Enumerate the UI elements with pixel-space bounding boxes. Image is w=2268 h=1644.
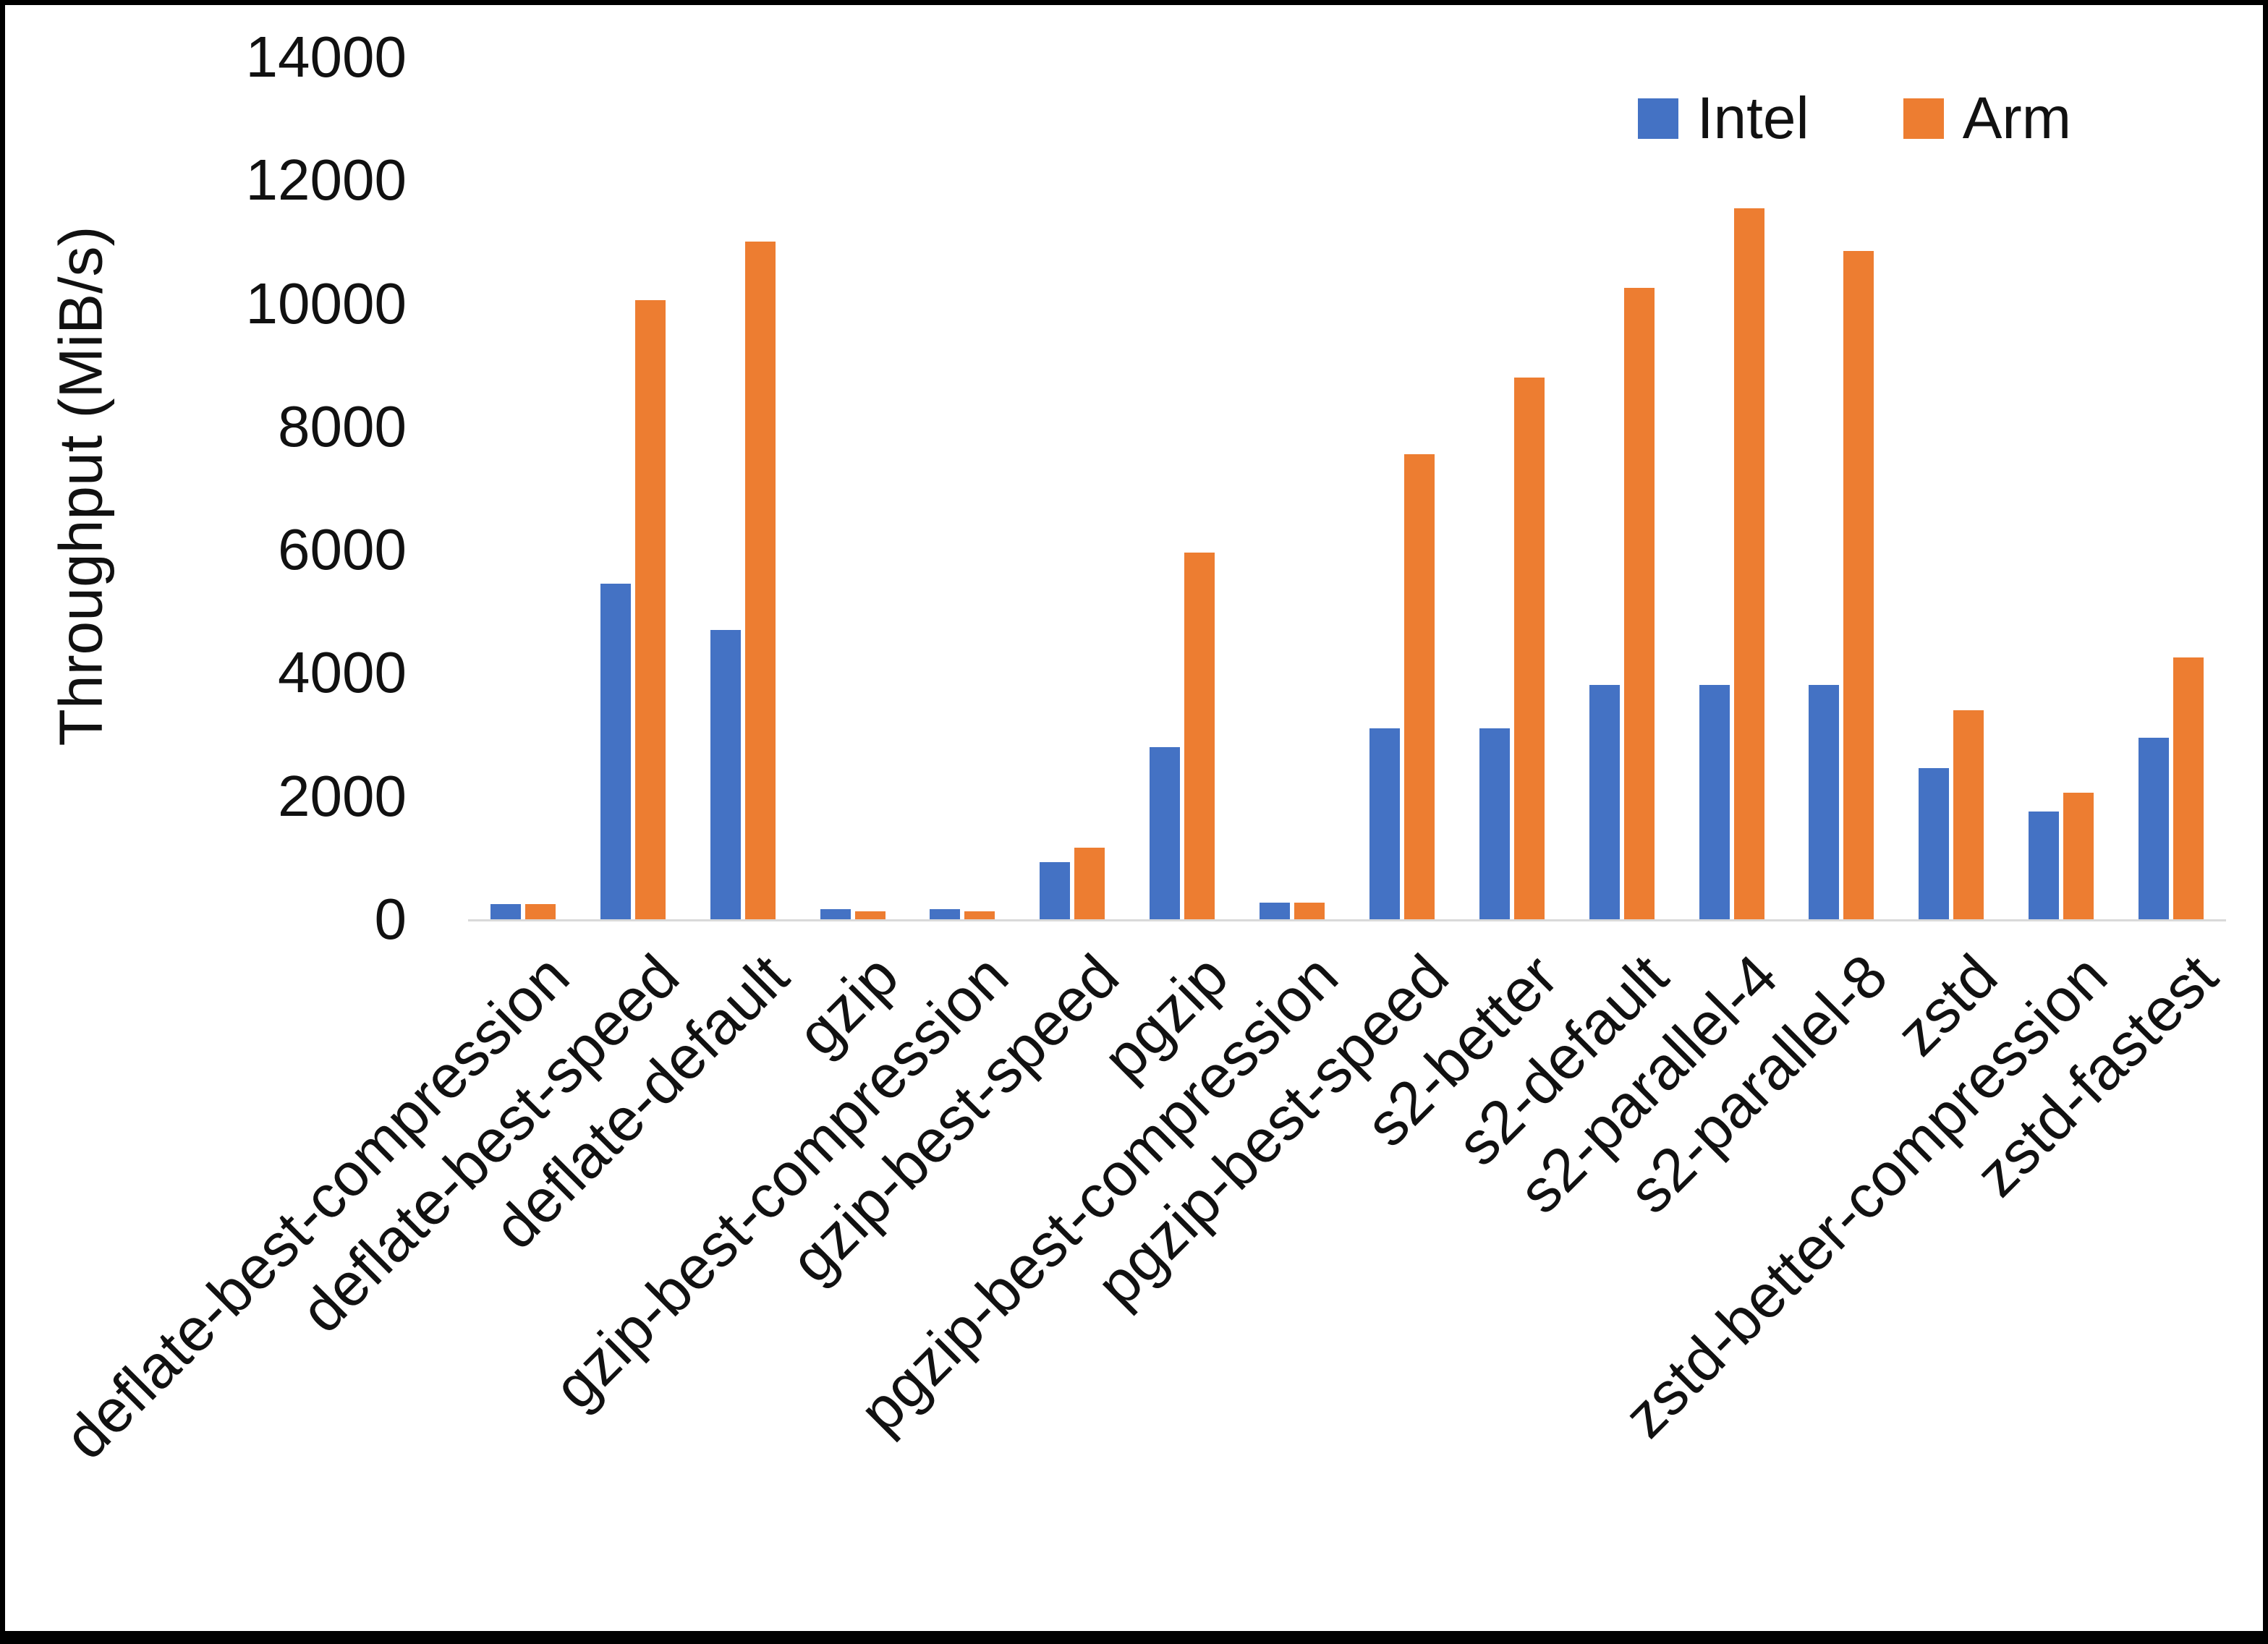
- bar-arm-gzip: [854, 911, 885, 919]
- bar-intel-deflate-default: [710, 629, 741, 919]
- bar-group: [1237, 57, 1347, 919]
- bar-group: [688, 57, 798, 919]
- bar-group: [1567, 57, 1677, 919]
- bar-group: [2006, 57, 2116, 919]
- bar-intel-s2-parallel-4: [1699, 685, 1730, 919]
- bar-intel-zstd-fastest: [2139, 737, 2170, 919]
- bar-group: [1896, 57, 2006, 919]
- bar-group: [1347, 57, 1457, 919]
- bar-arm-s2-default: [1623, 288, 1655, 919]
- bar-arm-zstd: [1953, 710, 1984, 919]
- bar-intel-pgzip-best-compression: [1260, 903, 1291, 919]
- bar-intel-deflate-best-compression: [490, 903, 521, 919]
- legend: Intel Arm: [1637, 85, 2071, 153]
- legend-label: Arm: [1962, 85, 2071, 151]
- bar-arm-pgzip-best-compression: [1294, 903, 1325, 919]
- bar-arm-s2-parallel-4: [1733, 208, 1764, 919]
- bar-arm-s2-better: [1513, 377, 1545, 919]
- legend-swatch-intel: [1637, 98, 1678, 139]
- bar-arm-gzip-best-speed: [1074, 848, 1105, 919]
- y-tick-label: 0: [374, 887, 407, 951]
- legend-item-intel: Intel: [1637, 85, 1809, 153]
- y-axis-tick-labels: 0 2000 4000 6000 8000 10000 12000 14000: [5, 25, 425, 951]
- plot-area: [468, 57, 2226, 921]
- y-tick-label: 2000: [278, 763, 407, 828]
- y-tick-label: 10000: [245, 271, 407, 336]
- y-tick-label: 8000: [278, 393, 407, 459]
- y-tick-label: 6000: [278, 517, 407, 582]
- bar-group: [578, 57, 688, 919]
- bar-group: [1457, 57, 1567, 919]
- bar-intel-zstd: [1919, 768, 1950, 919]
- x-axis-labels: deflate-best-compression deflate-best-spe…: [51, 929, 2230, 1631]
- legend-label: Intel: [1696, 85, 1809, 151]
- bar-intel-s2-default: [1589, 685, 1620, 919]
- bar-arm-deflate-best-compression: [524, 903, 556, 919]
- bar-group: [1677, 57, 1787, 919]
- bar-arm-deflate-best-speed: [634, 300, 666, 919]
- bar-arm-deflate-default: [744, 242, 776, 919]
- bar-intel-s2-parallel-8: [1809, 685, 1840, 919]
- bar-arm-pgzip: [1184, 553, 1215, 919]
- y-tick-label: 12000: [245, 148, 407, 213]
- bar-arm-zstd-better-compression: [2063, 793, 2094, 919]
- bar-arm-pgzip-best-speed: [1403, 454, 1435, 919]
- bar-arm-gzip-best-compression: [964, 911, 995, 919]
- bar-intel-pgzip: [1150, 746, 1181, 919]
- bar-intel-gzip: [820, 909, 851, 919]
- bar-intel-deflate-best-speed: [600, 583, 631, 919]
- bar-intel-pgzip-best-speed: [1369, 728, 1400, 919]
- y-tick-label: 14000: [245, 25, 407, 89]
- bar-group: [1127, 57, 1237, 919]
- bar-intel-zstd-better-compression: [2029, 812, 2060, 919]
- y-tick-label: 4000: [278, 640, 407, 705]
- bar-arm-zstd-fastest: [2173, 657, 2204, 919]
- bar-group: [1017, 57, 1127, 919]
- legend-swatch-arm: [1903, 98, 1944, 139]
- bar-group: [1787, 57, 1897, 919]
- bar-intel-s2-better: [1479, 728, 1510, 919]
- bar-group: [908, 57, 1018, 919]
- bar-group: [798, 57, 908, 919]
- bar-group: [468, 57, 578, 919]
- bar-group: [2116, 57, 2226, 919]
- legend-item-arm: Arm: [1903, 85, 2071, 153]
- bar-intel-gzip-best-compression: [930, 909, 961, 919]
- bar-arm-s2-parallel-8: [1843, 251, 1874, 919]
- bar-intel-gzip-best-speed: [1040, 861, 1071, 919]
